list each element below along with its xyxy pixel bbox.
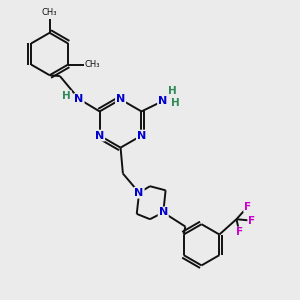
Text: N: N [137,130,146,141]
Text: F: F [244,202,251,212]
Text: F: F [236,227,243,237]
Text: F: F [248,216,255,226]
Text: N: N [116,94,125,104]
Text: CH₃: CH₃ [42,8,57,17]
Text: N: N [159,207,168,218]
Text: N: N [95,130,104,141]
Text: N: N [134,188,144,198]
Text: CH₃: CH₃ [85,60,100,69]
Text: H: H [168,86,176,96]
Text: H: H [171,98,179,108]
Text: N: N [158,96,167,106]
Text: N: N [74,94,84,104]
Text: H: H [62,91,71,101]
